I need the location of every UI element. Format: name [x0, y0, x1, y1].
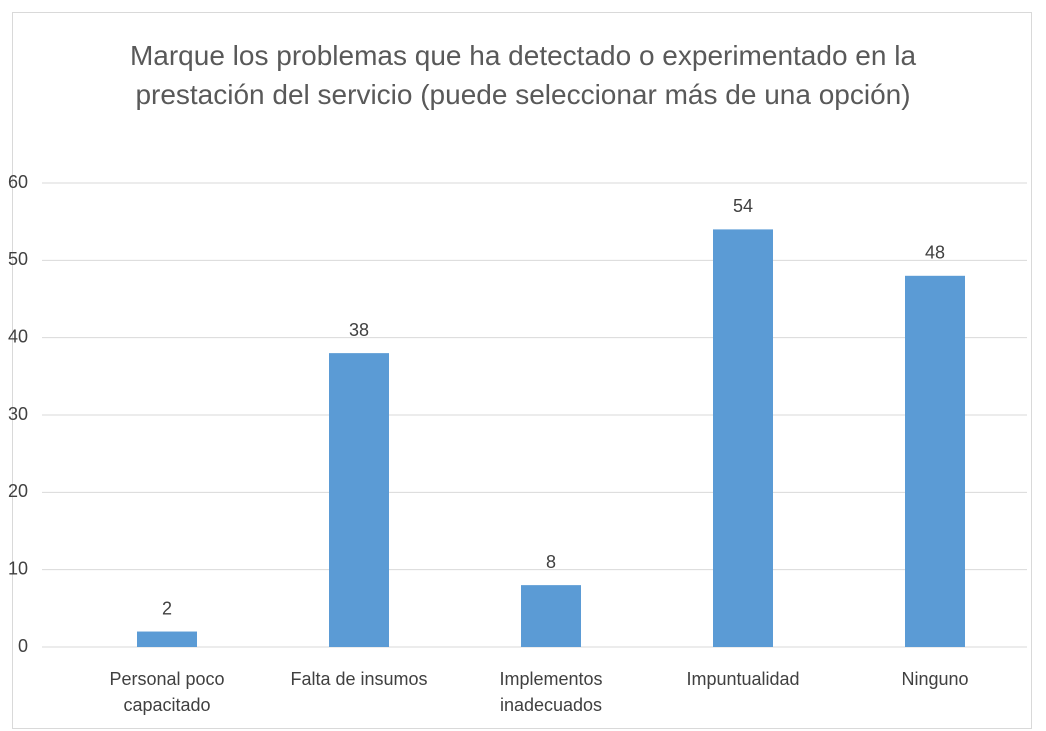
- y-tick-label: 10: [8, 558, 28, 578]
- bar: [713, 229, 773, 647]
- x-tick-label: Implementos inadecuados: [499, 669, 603, 715]
- data-label: 38: [349, 320, 369, 340]
- x-tick-label: Ninguno: [901, 669, 969, 689]
- y-tick-label: 60: [8, 172, 28, 192]
- x-tick-label: Impuntualidad: [686, 669, 800, 689]
- data-label: 54: [733, 196, 753, 216]
- chart-title: Marque los problemas que ha detectado o …: [129, 40, 917, 110]
- data-label: 8: [546, 552, 556, 572]
- x-tick-label: Falta de insumos: [290, 669, 428, 689]
- chart-frame: [12, 12, 1032, 729]
- x-tick-label: Personal poco capacitado: [109, 669, 225, 715]
- y-tick-label: 40: [8, 326, 28, 346]
- bar: [329, 353, 389, 647]
- data-label: 2: [162, 598, 172, 618]
- bar: [905, 275, 965, 647]
- bar: [137, 631, 197, 647]
- y-tick-label: 0: [18, 636, 28, 656]
- y-tick-label: 30: [8, 404, 28, 424]
- y-tick-label: 50: [8, 249, 28, 269]
- y-tick-label: 20: [8, 481, 28, 501]
- bar: [521, 585, 581, 647]
- data-label: 48: [925, 243, 945, 263]
